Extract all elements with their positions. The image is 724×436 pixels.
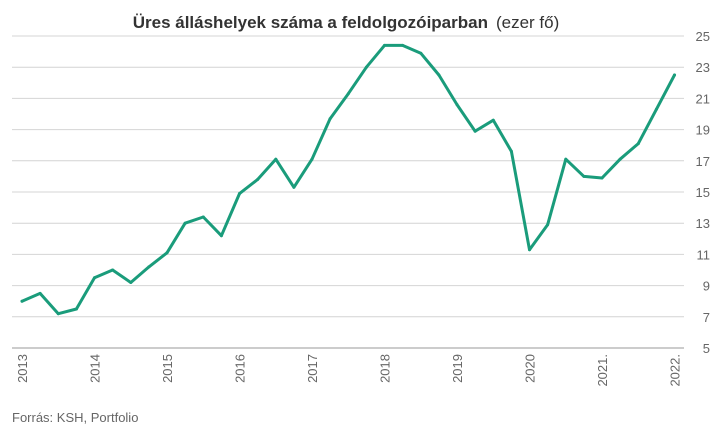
data-point: [20, 299, 24, 303]
x-tick-label: 2017: [305, 354, 320, 383]
data-point: [491, 118, 495, 122]
source-note: Forrás: KSH, Portfolio: [12, 410, 138, 425]
data-point: [129, 281, 133, 284]
x-tick-label: 2016: [233, 354, 248, 383]
data-point: [582, 174, 586, 178]
x-tick-label: 2018: [378, 354, 393, 383]
data-point: [238, 192, 241, 196]
data-point: [111, 268, 115, 272]
data-point: [93, 276, 96, 280]
y-tick-label: 15: [696, 185, 710, 200]
data-point: [473, 129, 477, 133]
data-point: [383, 43, 386, 47]
data-point: [346, 92, 350, 96]
data-point: [455, 103, 459, 107]
y-tick-label: 7: [703, 310, 710, 325]
data-point: [292, 185, 296, 189]
x-tick-label: 2022.: [668, 354, 683, 387]
chart-title-main: Üres álláshelyek száma a feldolgozóiparb…: [133, 13, 488, 32]
data-point: [564, 157, 568, 161]
data-point: [219, 234, 223, 238]
chart-title: Üres álláshelyek száma a feldolgozóiparb…: [133, 13, 560, 32]
data-point: [673, 73, 676, 77]
x-tick-label: 2015: [160, 354, 175, 383]
data-point: [509, 149, 513, 153]
x-tick-label: 2021.: [595, 354, 610, 387]
data-point: [618, 157, 622, 161]
data-point: [636, 142, 640, 146]
x-tick-label: 2019: [450, 354, 465, 383]
data-point: [74, 307, 78, 311]
x-axis-tick-labels: 2013 2014 2015 2016 2017 2018 2019 2020 2021. 202…: [15, 354, 683, 387]
data-point: [364, 65, 368, 69]
data-point: [546, 223, 550, 227]
data-point: [328, 117, 332, 121]
y-tick-label: 13: [696, 216, 710, 231]
data-point: [437, 73, 441, 77]
series-layer: [20, 43, 676, 316]
y-tick-label: 21: [696, 91, 710, 106]
y-tick-label: 5: [703, 341, 710, 356]
data-point: [419, 51, 423, 55]
data-point: [147, 265, 151, 269]
data-point: [654, 107, 658, 111]
y-tick-label: 25: [696, 29, 710, 44]
y-axis-tick-labels: 5 7 9 11 13 15 17 19 21 23 25: [696, 29, 710, 356]
data-point: [256, 178, 260, 181]
data-point: [56, 312, 60, 316]
chart-title-unit: (ezer fő): [496, 13, 559, 32]
data-point: [401, 43, 405, 47]
data-point: [165, 251, 169, 255]
y-tick-label: 23: [696, 60, 710, 75]
x-tick-label: 2020: [523, 354, 538, 383]
y-tick-label: 19: [696, 123, 710, 138]
data-point: [183, 221, 187, 225]
x-tick-label: 2014: [88, 354, 103, 383]
y-tick-label: 17: [696, 154, 710, 169]
y-tick-label: 11: [697, 247, 711, 262]
y-tick-label: 9: [703, 279, 710, 294]
data-point: [528, 248, 531, 252]
data-point: [201, 215, 205, 219]
data-point: [600, 176, 604, 180]
data-point: [310, 157, 314, 161]
x-tick-label: 2013: [15, 354, 30, 383]
grid-lines: [12, 35, 684, 349]
series-line: [20, 43, 676, 316]
data-point: [38, 291, 42, 295]
data-point: [274, 157, 278, 161]
